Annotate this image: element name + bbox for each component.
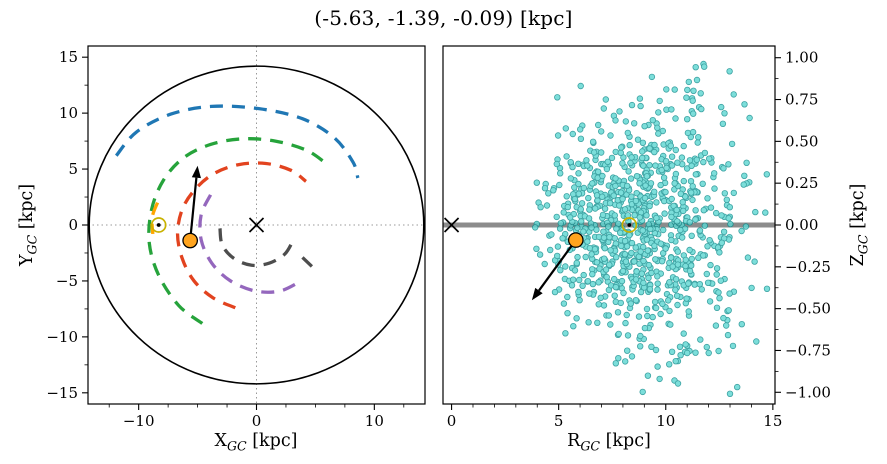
x-axis-label-rz-sub: GC xyxy=(580,438,601,454)
object-marker xyxy=(567,232,584,248)
y-tick-label: 0 xyxy=(68,216,78,234)
figure-title: (-5.63, -1.39, -0.09) [kpc] xyxy=(314,6,573,30)
x-tick-label: 5 xyxy=(554,412,564,430)
x-axis-label-rz-base: R xyxy=(567,431,581,451)
xy-panel: −10 0 10 15 10 5 0 −5 −10 −15 xyxy=(46,45,426,430)
sun-marker xyxy=(621,217,638,233)
spiral-arm-local xyxy=(150,202,160,235)
spiral-arm-norma-spur xyxy=(301,256,317,271)
sun-marker xyxy=(150,217,167,233)
spiral-arm-norma xyxy=(218,228,295,268)
y-axis-label-rz-sub: GC xyxy=(855,234,871,255)
x-tick-label: 10 xyxy=(365,412,384,430)
y-tick-label: −0.75 xyxy=(785,341,831,359)
galaxy-boundary-circle xyxy=(88,65,425,385)
axis-ticks: −10 0 10 15 10 5 0 −5 −10 −15 xyxy=(46,48,405,430)
x-axis-label-rz: RGC [kpc] xyxy=(509,429,709,454)
spiral-arm-outer xyxy=(114,104,360,179)
y-axis-label-xy-sub: GC xyxy=(24,234,40,255)
y-tick-label: −0.25 xyxy=(785,258,831,276)
spiral-arm-sagittarius xyxy=(175,161,308,310)
y-tick-label: 5 xyxy=(68,160,78,178)
x-axis-label-rz-unit: [kpc] xyxy=(600,431,651,451)
galactic-center-marker xyxy=(443,217,460,233)
y-axis-label-xy-unit: [kpc] xyxy=(17,183,37,235)
x-tick-label: 0 xyxy=(252,412,262,430)
axis-ticks: 0 5 10 15 1.00 0.75 0.50 0.25 0.00 −0.25 −0.50 −0.7… xyxy=(447,49,831,430)
galactic-center-marker xyxy=(248,217,265,233)
x-tick-label: 15 xyxy=(763,412,782,430)
x-axis-label-xy-unit: [kpc] xyxy=(246,431,298,451)
velocity-arrow xyxy=(189,165,201,241)
x-tick-label: 0 xyxy=(447,412,457,430)
y-tick-label: 15 xyxy=(59,48,78,66)
y-axis-label-rz: ZGC [kpc] xyxy=(846,125,871,325)
spiral-arm-scutum xyxy=(198,194,303,294)
y-axis-label-rz-base: Z xyxy=(848,254,868,267)
x-axis-label-xy-base: X xyxy=(214,431,227,451)
y-tick-label: −10 xyxy=(46,328,78,346)
object-marker xyxy=(182,232,199,249)
y-axis-label-xy-base: Y xyxy=(17,254,37,267)
spiral-arm-perseus xyxy=(147,137,326,325)
x-axis-label-xy-sub: GC xyxy=(226,438,247,454)
y-tick-label: −0.50 xyxy=(785,300,831,318)
x-tick-label: −10 xyxy=(123,412,155,430)
y-tick-label: −15 xyxy=(46,384,78,402)
y-axis-label-rz-unit: [kpc] xyxy=(848,183,868,235)
y-tick-label: 1.00 xyxy=(785,49,818,67)
y-tick-label: 0.75 xyxy=(785,91,818,109)
star-scatter-points xyxy=(532,60,771,397)
y-tick-label: −1.00 xyxy=(785,383,831,401)
y-tick-label: 0.25 xyxy=(785,174,818,192)
y-axis-label-xy: YGC [kpc] xyxy=(15,125,40,325)
x-tick-label: 10 xyxy=(656,412,675,430)
y-tick-label: 0.00 xyxy=(785,216,818,234)
y-tick-label: −5 xyxy=(56,272,78,290)
rz-panel: 0 5 10 15 1.00 0.75 0.50 0.25 0.00 −0.25 −0.50 −0.7… xyxy=(442,45,831,430)
x-axis-label-xy: XGC [kpc] xyxy=(156,429,356,454)
y-tick-label: 0.50 xyxy=(785,132,818,150)
velocity-arrow xyxy=(531,239,577,301)
y-tick-label: 10 xyxy=(59,104,78,122)
